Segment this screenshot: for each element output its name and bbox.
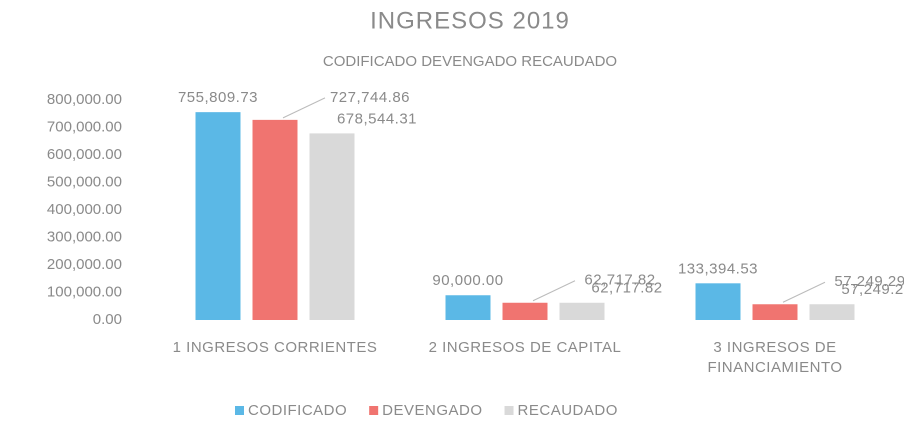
data-label: 678,544.31 — [337, 110, 417, 127]
bar — [252, 119, 298, 320]
legend-label: DEVENGADO — [382, 402, 482, 419]
legend-swatch — [235, 406, 244, 415]
bar — [809, 304, 855, 320]
chart-title: INGRESOS 2019 — [370, 7, 570, 34]
bar — [695, 283, 741, 320]
legend-swatch — [369, 406, 379, 415]
leader-line — [282, 97, 326, 119]
data-label: 755,809.73 — [178, 89, 258, 106]
y-tick-label: 400,000.00 — [47, 201, 122, 218]
data-label: 57,249.29 — [841, 281, 904, 298]
x-tick-label: 1 INGRESOS CORRIENTES — [172, 339, 378, 356]
bar — [309, 133, 355, 320]
bar — [445, 295, 491, 320]
data-label: 62,717.82 — [591, 280, 662, 297]
y-tick-label: 0.00 — [93, 311, 122, 328]
y-tick-label: 100,000.00 — [47, 283, 122, 300]
leader-line — [782, 281, 826, 303]
data-label: 62,717.82 — [584, 272, 655, 289]
y-tick-label: 500,000.00 — [47, 173, 122, 190]
x-tick-label: 3 INGRESOS DE FINANCIAMIENTO — [707, 339, 843, 376]
bar — [195, 112, 241, 321]
leader-line — [532, 280, 576, 302]
legend-label: CODIFICADO — [248, 402, 347, 419]
x-tick-label: 2 INGRESOS DE CAPITAL — [428, 339, 622, 356]
data-label: 57,249.29 — [834, 273, 904, 290]
bar — [559, 302, 605, 320]
data-label: 133,394.53 — [678, 260, 758, 277]
data-label: 90,000.00 — [432, 272, 503, 289]
legend-swatch — [504, 406, 514, 415]
bar — [752, 304, 798, 320]
y-tick-label: 300,000.00 — [47, 228, 122, 245]
y-tick-label: 200,000.00 — [47, 256, 122, 273]
y-tick-label: 800,000.00 — [47, 91, 122, 108]
y-tick-label: 700,000.00 — [47, 118, 122, 135]
data-label: 727,744.86 — [330, 89, 410, 106]
bar — [502, 302, 548, 320]
y-tick-label: 600,000.00 — [47, 146, 122, 163]
legend-label: RECAUDADO — [518, 402, 618, 419]
chart-subtitle: CODIFICADO DEVENGADO RECAUDADO — [323, 53, 617, 70]
